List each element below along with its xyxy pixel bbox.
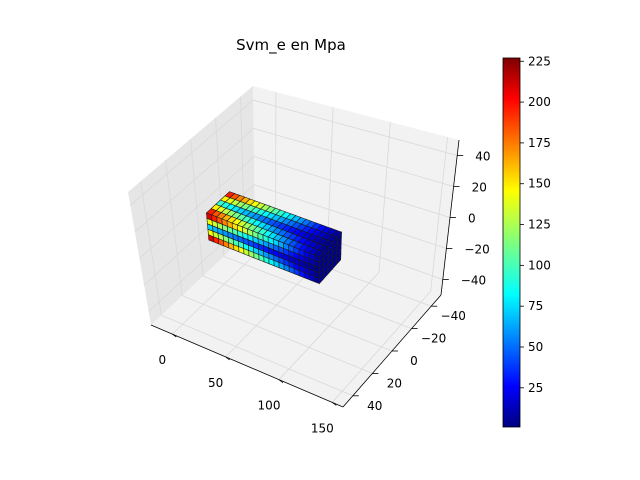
grid-z-back-4	[253, 99, 458, 156]
grid-z-side-2	[139, 156, 255, 259]
y-tick-label: −40	[441, 309, 466, 323]
x-tick-label: 0	[159, 353, 167, 367]
z-tick-label: −40	[461, 274, 486, 288]
x-tick-mark-2	[278, 379, 284, 383]
x-tick-mark-3	[332, 402, 337, 406]
colorbar-tick-label: 225	[528, 54, 551, 68]
x-tick-label: 100	[258, 399, 281, 413]
colorbar-tick-label: 100	[528, 258, 551, 272]
y-tick-label: 40	[367, 399, 382, 413]
z-tick-label: 40	[475, 150, 490, 164]
grid-z-side-4	[130, 99, 254, 206]
colorbar-tick-label: 200	[528, 95, 551, 109]
colorbar-gradient	[502, 57, 521, 428]
beam-mesh	[205, 191, 343, 285]
chart-title: Svm_e en Mpa	[236, 36, 346, 55]
x-tick-mark-0	[172, 333, 177, 338]
x-tick-mark-1	[225, 356, 230, 361]
z-tick-label: 20	[472, 181, 487, 195]
grid-y-floor-2	[202, 275, 393, 352]
colorbar-tick-label: 75	[528, 299, 543, 313]
grid-y-floor-1	[223, 256, 412, 329]
colorbar-tick-label: 125	[528, 218, 551, 232]
grid-z-side-3	[134, 127, 254, 233]
grid-y-floor-3	[182, 295, 373, 374]
grid-z-back-3	[253, 127, 454, 187]
colorbar-tick-label: 25	[528, 381, 543, 395]
z-tick-label: 0	[468, 212, 476, 226]
y-tick-label: 0	[410, 354, 418, 368]
mesh-cell-end	[319, 251, 325, 264]
colorbar-tick-label: 50	[528, 340, 543, 354]
colorbar-tick-label: 175	[528, 136, 551, 150]
side-pane	[128, 86, 255, 325]
grid-z-back-1	[254, 184, 447, 249]
y-tick-label: 20	[387, 376, 402, 390]
grid-z-back-2	[253, 156, 451, 218]
colorbar: 25 50 75 100 125 150 175 200 225	[502, 54, 551, 428]
colorbar-tick-label: 150	[528, 177, 551, 191]
y-tick-label: −20	[421, 332, 446, 346]
grid-y-floor-4	[161, 314, 353, 397]
x-axis-line	[150, 324, 344, 408]
z-tick-label: −20	[464, 243, 489, 257]
x-tick-label: 150	[311, 421, 334, 435]
x-tick-label: 50	[208, 376, 223, 390]
